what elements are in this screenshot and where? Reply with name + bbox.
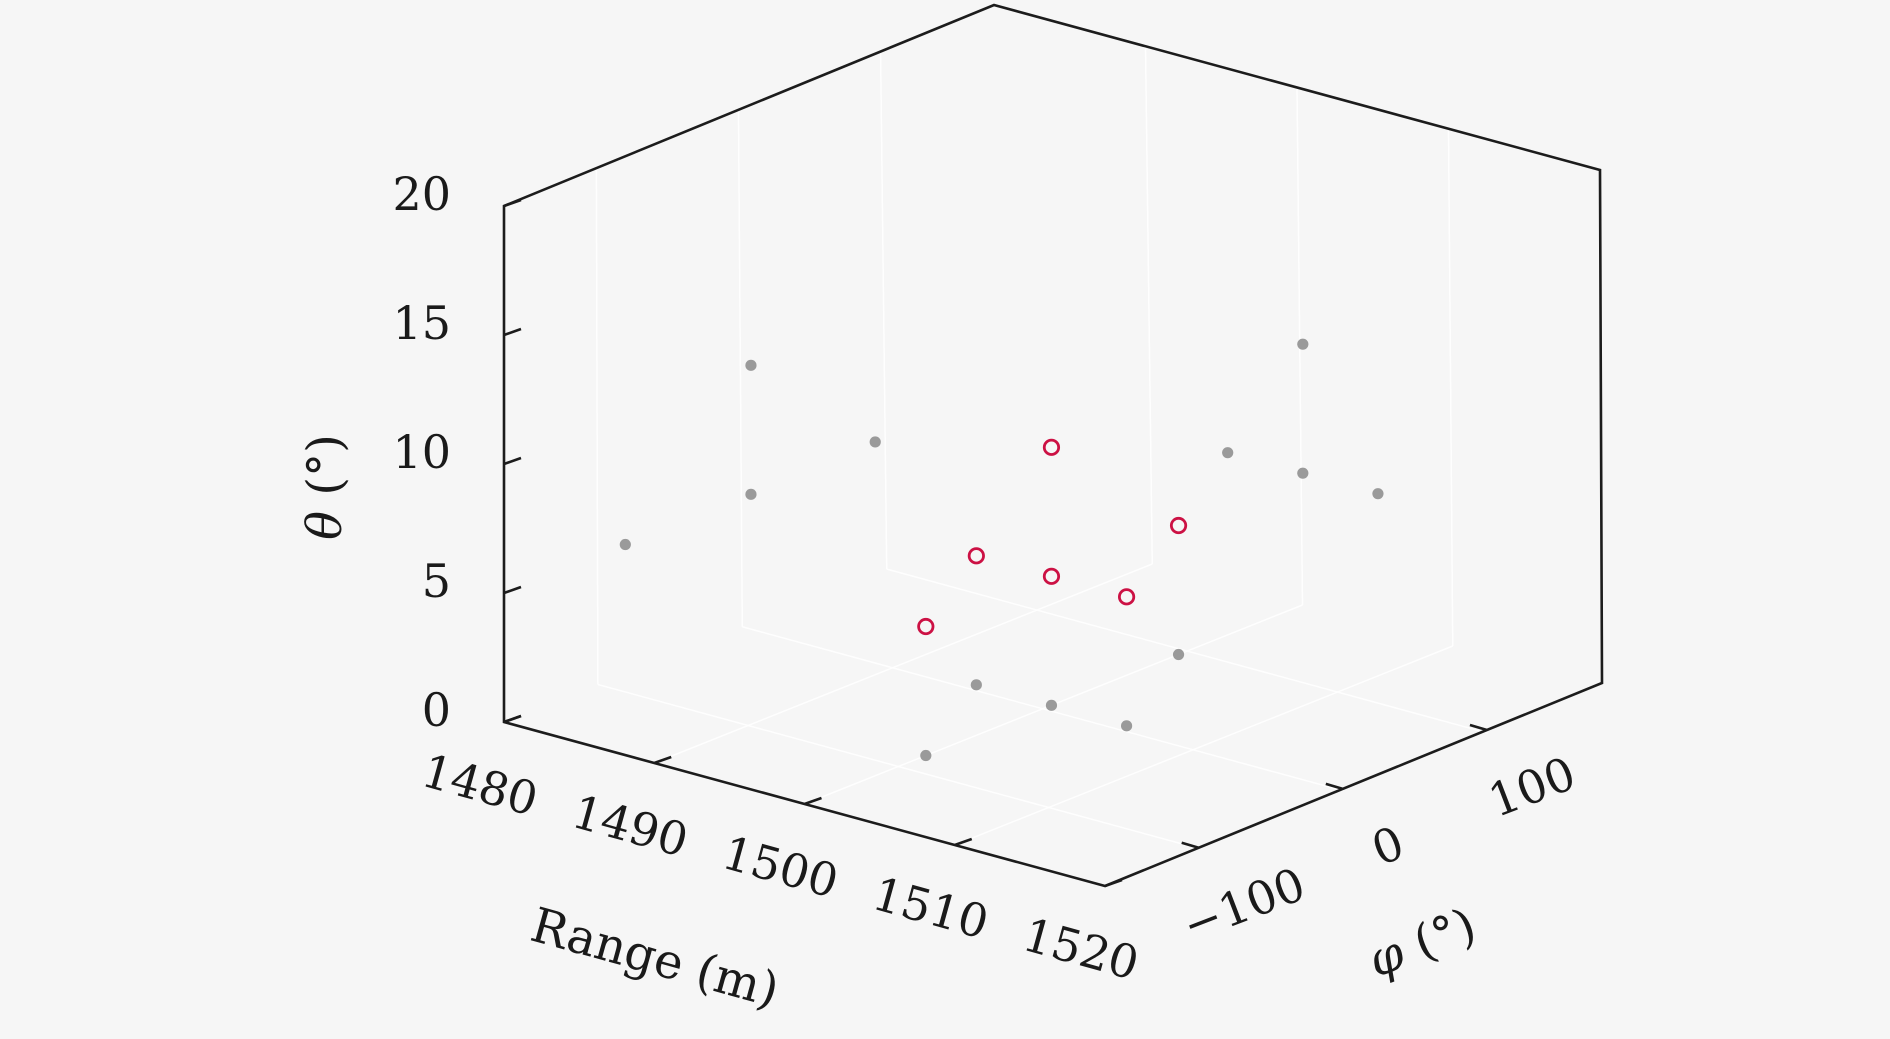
gray-data-point	[1172, 648, 1185, 661]
phi-tick	[1181, 841, 1200, 849]
gray-data-point	[1297, 467, 1309, 479]
gray-data-point	[619, 538, 631, 551]
gray-data-point	[745, 488, 757, 500]
floor-grid-range	[653, 563, 1153, 764]
range-tick	[503, 714, 522, 724]
gray-data-point	[920, 749, 932, 762]
wall-grid-phi	[595, 168, 599, 685]
gray-data-point	[1045, 699, 1058, 711]
theta-tick-label: 15	[392, 296, 451, 350]
gray-data-point	[970, 679, 982, 691]
gray-data-point	[1222, 447, 1234, 459]
wall-grid-phi	[737, 109, 744, 627]
red-data-point	[1117, 588, 1136, 606]
gray-data-point	[1297, 338, 1309, 350]
wall-grid-range	[1447, 128, 1454, 647]
gray-data-point	[869, 436, 881, 448]
range-tick	[954, 837, 973, 847]
range-tick	[653, 755, 672, 765]
data-points	[619, 338, 1384, 762]
theta-axis-label: θ (°)	[297, 434, 353, 540]
red-data-point	[967, 547, 985, 565]
theta-tick	[503, 585, 522, 595]
phi-tick	[1469, 723, 1488, 732]
axis-ticks	[503, 198, 1488, 888]
red-data-point	[1042, 438, 1061, 456]
theta-tick-label: 10	[392, 425, 451, 479]
theta-tick	[503, 198, 522, 208]
range-tick	[1104, 878, 1123, 888]
theta-tick	[503, 327, 522, 337]
red-data-point	[1042, 567, 1061, 585]
wall-grid-range	[1144, 46, 1153, 565]
theta-tick-label: 0	[422, 683, 451, 737]
phi-tick	[1325, 782, 1344, 791]
theta-tick-label: 20	[392, 167, 451, 221]
red-data-point	[1169, 516, 1188, 535]
theta-tick-label: 5	[422, 554, 451, 608]
gray-data-point	[1372, 488, 1384, 500]
floor-grid-range	[954, 645, 1454, 846]
theta-tick	[503, 456, 522, 466]
red-data-point	[917, 617, 935, 636]
gray-data-point	[1120, 720, 1133, 732]
gray-data-point	[745, 359, 757, 371]
wall-grid-phi	[879, 51, 888, 570]
range-tick	[804, 796, 822, 806]
